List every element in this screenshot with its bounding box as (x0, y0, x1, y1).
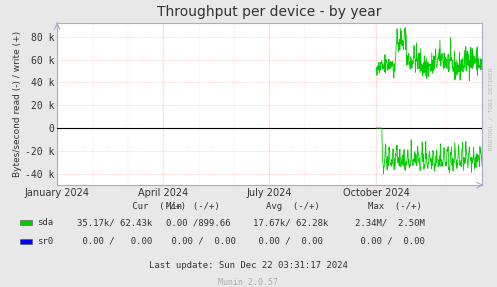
Text: Munin 2.0.57: Munin 2.0.57 (219, 278, 278, 287)
Text: Avg  (-/+): Avg (-/+) (266, 202, 320, 211)
Text: Max  (-/+): Max (-/+) (368, 202, 421, 211)
Text: 2.34M/  2.50M: 2.34M/ 2.50M (355, 218, 425, 227)
Text: 0.00 /  0.00: 0.00 / 0.00 (355, 237, 425, 246)
Text: RRDTOOL / TOBI OETIKER: RRDTOOL / TOBI OETIKER (489, 68, 494, 150)
Text: Last update: Sun Dec 22 03:31:17 2024: Last update: Sun Dec 22 03:31:17 2024 (149, 261, 348, 270)
Text: 0.00 /   0.00: 0.00 / 0.00 (77, 237, 152, 246)
Text: Min  (-/+): Min (-/+) (166, 202, 220, 211)
Text: sda: sda (37, 218, 53, 227)
Text: 17.67k/ 62.28k: 17.67k/ 62.28k (253, 218, 329, 227)
Text: 0.00 /  0.00: 0.00 / 0.00 (166, 237, 237, 246)
Text: 0.00 /899.66: 0.00 /899.66 (166, 218, 231, 227)
Text: sr0: sr0 (37, 237, 53, 246)
Title: Throughput per device - by year: Throughput per device - by year (158, 5, 382, 19)
Text: 0.00 /  0.00: 0.00 / 0.00 (253, 237, 324, 246)
Text: 35.17k/ 62.43k: 35.17k/ 62.43k (77, 218, 152, 227)
Text: Cur  (-/+): Cur (-/+) (57, 202, 186, 211)
Y-axis label: Bytes/second read (-) / write (+): Bytes/second read (-) / write (+) (13, 31, 22, 177)
